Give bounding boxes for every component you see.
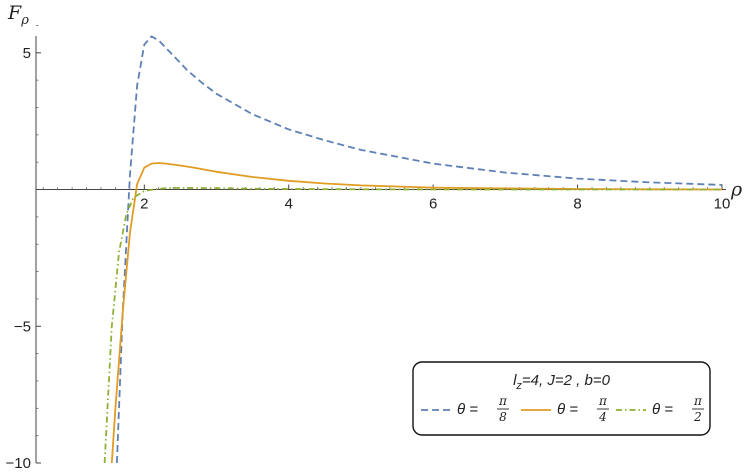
legend-entry-1: θ = π 8	[421, 394, 509, 424]
legend: lz=4, J=2 , b=0 θ = π 8 θ = π 4 θ = π 2	[412, 361, 711, 436]
legend-title-l-sub: z	[515, 380, 522, 392]
legend-title-rest: =4, J=2 , b=0	[522, 372, 611, 389]
legend-label: θ =	[652, 401, 673, 418]
legend-title: lz=4, J=2 , b=0	[513, 372, 610, 392]
legend-box	[412, 361, 711, 436]
x-tick-label: 2	[140, 196, 148, 213]
legend-frac-num: π	[693, 394, 703, 408]
legend-entry-3: θ = π 2	[616, 394, 704, 424]
x-tick-label: 10	[714, 196, 731, 213]
y-axis-title: Fρ	[7, 2, 29, 28]
y-tick-label: 5	[23, 45, 31, 62]
x-tick-label: 8	[573, 196, 581, 213]
series-layer	[103, 35, 723, 464]
legend-frac-den: 8	[499, 410, 507, 424]
series-line-3	[103, 186, 722, 464]
legend-entry-2: θ = π 4	[521, 394, 609, 424]
legend-label: θ =	[457, 401, 478, 418]
y-axis-title-sub: ρ	[20, 13, 29, 28]
series-line-1	[116, 35, 723, 464]
x-tick-label: 4	[285, 196, 293, 213]
legend-frac-den: 4	[598, 410, 607, 424]
series-line-2	[110, 162, 723, 464]
legend-entries: θ = π 8 θ = π 4 θ = π 2	[421, 394, 704, 424]
legend-frac-num: π	[498, 394, 508, 408]
legend-frac-den: 2	[693, 410, 702, 424]
x-tick-label: 6	[429, 196, 437, 213]
y-axis-title-base: F	[7, 2, 22, 24]
legend-title-l: l	[513, 372, 517, 389]
legend-frac-num: π	[598, 394, 608, 408]
y-tick-label: −10	[6, 455, 31, 472]
legend-label: θ =	[557, 401, 578, 418]
y-tick-label: −5	[14, 318, 31, 335]
x-axis-title: ρ	[730, 179, 743, 201]
